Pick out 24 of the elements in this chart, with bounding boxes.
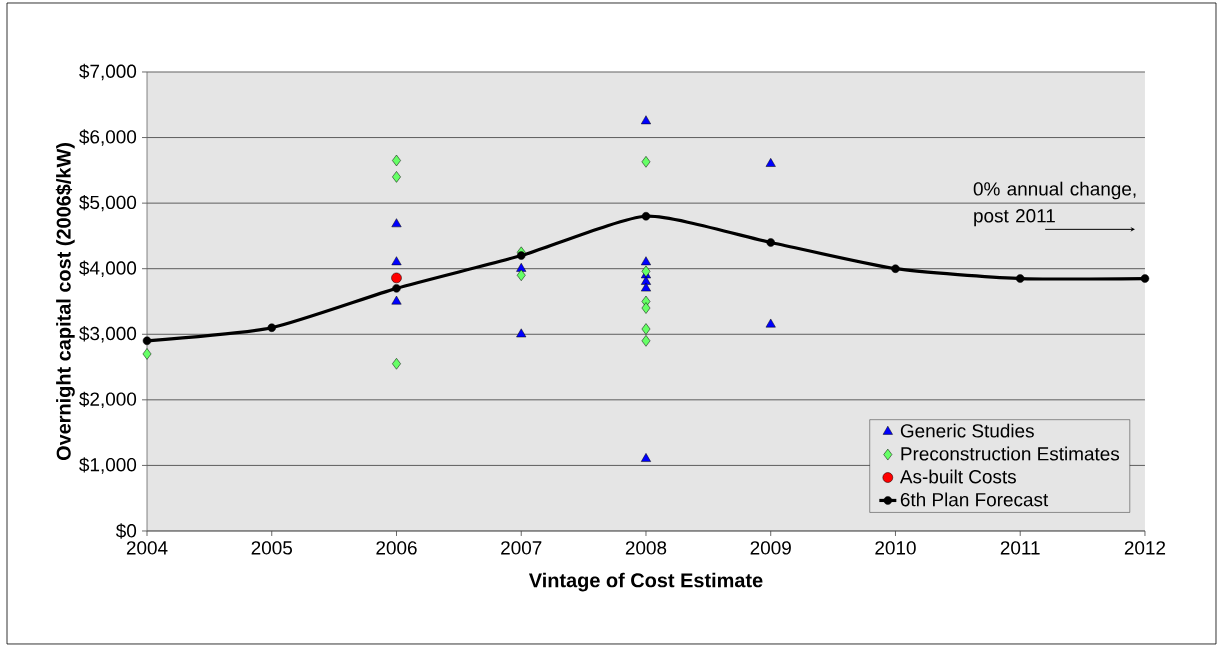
x-tick-label: 2004 xyxy=(126,541,168,555)
y-tick-label: $0 xyxy=(115,523,137,539)
y-tick-label: $1,000 xyxy=(79,457,137,474)
y-tick-label: $7,000 xyxy=(79,63,137,81)
x-axis-title: Vintage of Cost Estimate xyxy=(528,572,763,592)
x-tick-label: 2007 xyxy=(501,541,542,555)
y-axis-title: Overnight capital cost (2006$/kW) xyxy=(55,143,75,461)
y-tick-label: $3,000 xyxy=(79,326,137,343)
y-tick-label: $6,000 xyxy=(79,129,137,146)
legend-label: 6th Plan Forecast xyxy=(900,492,1049,507)
x-tick-label: 2005 xyxy=(251,541,293,555)
x-tick-label: 2012 xyxy=(1124,541,1166,555)
x-tick-label: 2010 xyxy=(875,541,916,555)
y-tick-label: $5,000 xyxy=(79,194,137,212)
y-tick-label: $4,000 xyxy=(79,260,137,277)
x-tick-label: 2009 xyxy=(750,541,791,555)
y-tick-label: $2,000 xyxy=(79,391,137,409)
annotation: 0% annual change, post 2011 xyxy=(973,181,1136,227)
x-tick-label: 2008 xyxy=(625,541,667,555)
legend-label: Preconstruction Estimates xyxy=(901,446,1120,461)
x-tick-label: 2011 xyxy=(1000,541,1040,555)
legend-label: Generic Studies xyxy=(900,423,1034,438)
legend-label: As-built Costs xyxy=(899,469,1016,484)
x-tick-label: 2006 xyxy=(376,541,417,555)
